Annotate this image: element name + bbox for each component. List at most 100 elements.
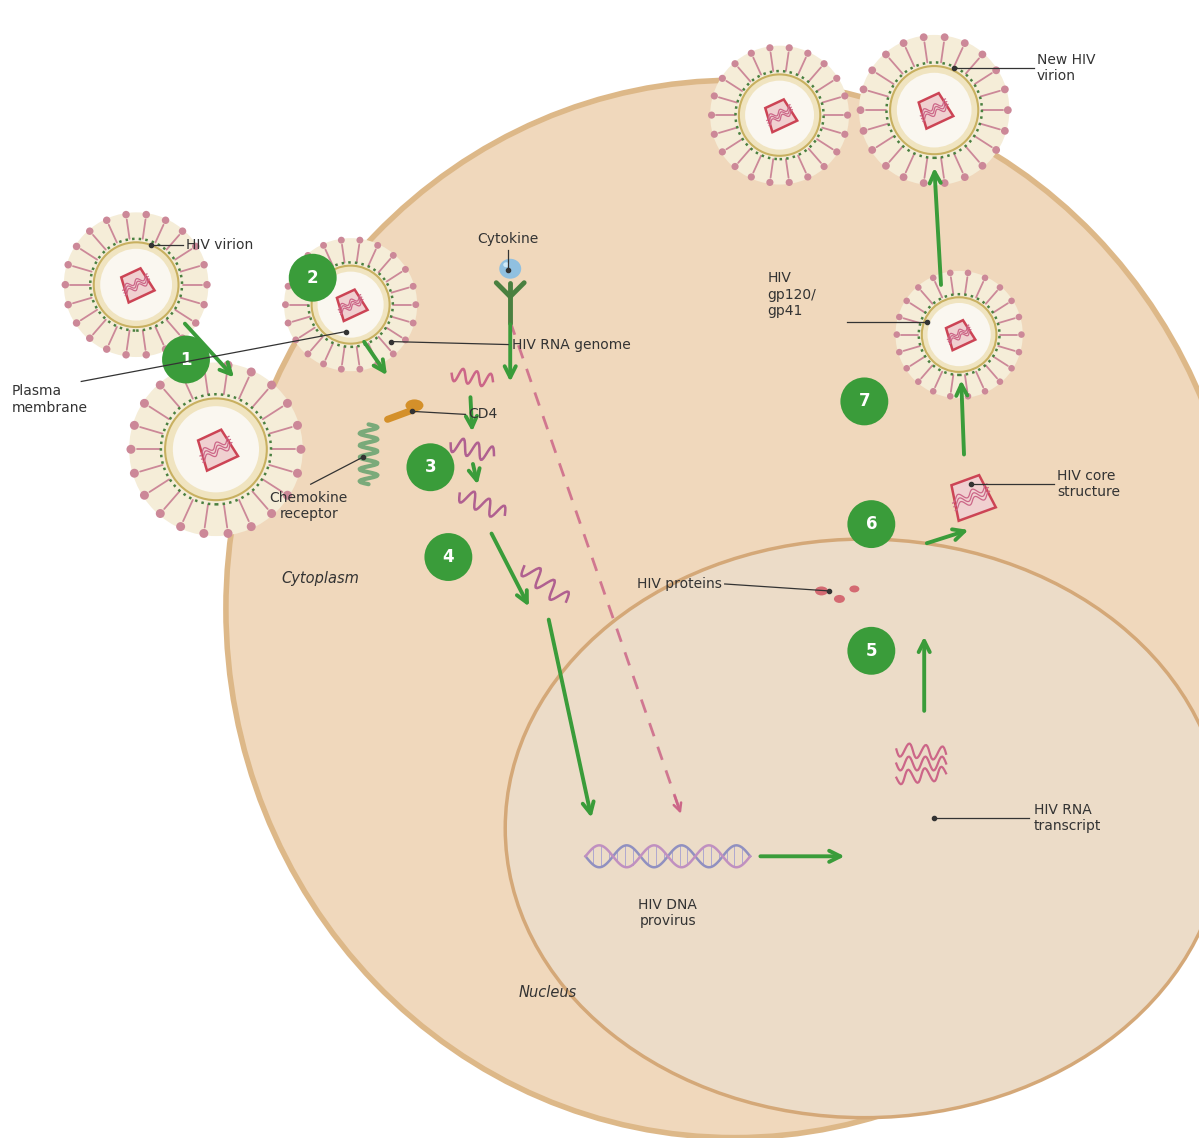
Circle shape: [140, 491, 149, 500]
Circle shape: [965, 270, 971, 276]
Circle shape: [143, 351, 150, 359]
Circle shape: [203, 281, 211, 288]
Text: HIV RNA
transcript: HIV RNA transcript: [1034, 803, 1102, 834]
Circle shape: [143, 211, 150, 219]
Circle shape: [61, 281, 70, 288]
Text: Nucleus: Nucleus: [520, 985, 577, 1000]
Text: HIV RNA genome: HIV RNA genome: [512, 337, 631, 352]
Polygon shape: [919, 93, 953, 129]
Circle shape: [122, 211, 130, 219]
Circle shape: [896, 73, 972, 147]
Circle shape: [748, 173, 755, 181]
Text: New HIV
virion: New HIV virion: [1037, 54, 1096, 83]
Circle shape: [122, 351, 130, 359]
Circle shape: [841, 131, 848, 138]
Circle shape: [894, 331, 900, 338]
Circle shape: [1015, 349, 1022, 355]
Circle shape: [374, 360, 382, 368]
Circle shape: [284, 320, 292, 327]
Circle shape: [710, 46, 848, 185]
Circle shape: [895, 271, 1022, 399]
Circle shape: [997, 378, 1003, 385]
Circle shape: [282, 301, 289, 308]
Circle shape: [904, 364, 910, 371]
Circle shape: [916, 284, 922, 290]
Circle shape: [710, 131, 718, 138]
Circle shape: [402, 336, 409, 343]
Circle shape: [930, 274, 936, 281]
Circle shape: [900, 173, 907, 181]
Text: Cytoplasm: Cytoplasm: [282, 572, 360, 587]
Text: 5: 5: [865, 641, 877, 659]
Circle shape: [978, 162, 986, 170]
Circle shape: [900, 39, 907, 47]
Circle shape: [199, 528, 209, 538]
Circle shape: [179, 335, 186, 342]
Circle shape: [320, 241, 326, 248]
Circle shape: [103, 345, 110, 353]
Circle shape: [941, 33, 948, 41]
Circle shape: [786, 44, 793, 51]
Circle shape: [305, 351, 311, 358]
Circle shape: [192, 319, 199, 327]
Circle shape: [1004, 106, 1012, 114]
Circle shape: [961, 173, 968, 181]
Circle shape: [965, 393, 971, 400]
Circle shape: [928, 303, 991, 366]
Circle shape: [409, 320, 416, 327]
Circle shape: [859, 35, 1009, 186]
Circle shape: [356, 237, 364, 244]
Circle shape: [930, 388, 936, 394]
Circle shape: [840, 377, 888, 425]
Polygon shape: [952, 475, 996, 521]
Text: 2: 2: [307, 269, 318, 287]
Circle shape: [73, 319, 80, 327]
Circle shape: [922, 297, 996, 371]
Ellipse shape: [815, 587, 828, 596]
Circle shape: [920, 179, 928, 187]
Circle shape: [1008, 297, 1015, 304]
Circle shape: [859, 126, 868, 134]
Circle shape: [130, 469, 139, 477]
Circle shape: [356, 366, 364, 372]
Circle shape: [293, 469, 302, 477]
Circle shape: [1001, 85, 1009, 93]
Circle shape: [156, 509, 164, 518]
Circle shape: [992, 66, 1000, 74]
Circle shape: [413, 301, 419, 308]
Circle shape: [882, 50, 890, 58]
Text: 1: 1: [180, 351, 192, 369]
Circle shape: [745, 81, 814, 149]
Polygon shape: [198, 429, 238, 470]
Circle shape: [223, 528, 233, 538]
Circle shape: [162, 216, 169, 224]
Circle shape: [869, 66, 876, 74]
Circle shape: [293, 336, 299, 343]
Circle shape: [859, 85, 868, 93]
Circle shape: [130, 362, 302, 536]
Circle shape: [821, 60, 828, 67]
Circle shape: [992, 146, 1000, 154]
Text: HIV core
structure: HIV core structure: [1057, 469, 1120, 499]
Circle shape: [283, 399, 292, 408]
Polygon shape: [121, 269, 155, 303]
Circle shape: [320, 360, 326, 368]
Circle shape: [338, 366, 344, 372]
Circle shape: [978, 50, 986, 58]
Circle shape: [804, 173, 811, 181]
Circle shape: [247, 368, 256, 377]
Circle shape: [732, 60, 739, 67]
Text: Chemokine
receptor: Chemokine receptor: [270, 491, 348, 522]
Circle shape: [390, 351, 397, 358]
Circle shape: [947, 270, 954, 276]
Circle shape: [804, 50, 811, 57]
Circle shape: [176, 368, 185, 377]
Circle shape: [223, 361, 233, 370]
Circle shape: [94, 243, 179, 327]
Polygon shape: [946, 320, 976, 350]
Circle shape: [1015, 313, 1022, 320]
Text: Cytokine: Cytokine: [478, 232, 539, 246]
Circle shape: [296, 445, 306, 453]
Text: HIV
gp120/
gp41: HIV gp120/ gp41: [768, 271, 816, 318]
Polygon shape: [766, 99, 797, 132]
